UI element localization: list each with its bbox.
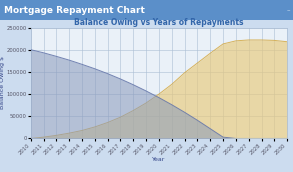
Text: Mortgage Repayment Chart: Mortgage Repayment Chart <box>4 6 144 15</box>
X-axis label: Year: Year <box>152 157 166 162</box>
Y-axis label: Balance Owing $: Balance Owing $ <box>0 56 5 110</box>
Text: –: – <box>287 7 291 13</box>
Title: Balance Owing vs Years of Repayments: Balance Owing vs Years of Repayments <box>74 18 244 27</box>
